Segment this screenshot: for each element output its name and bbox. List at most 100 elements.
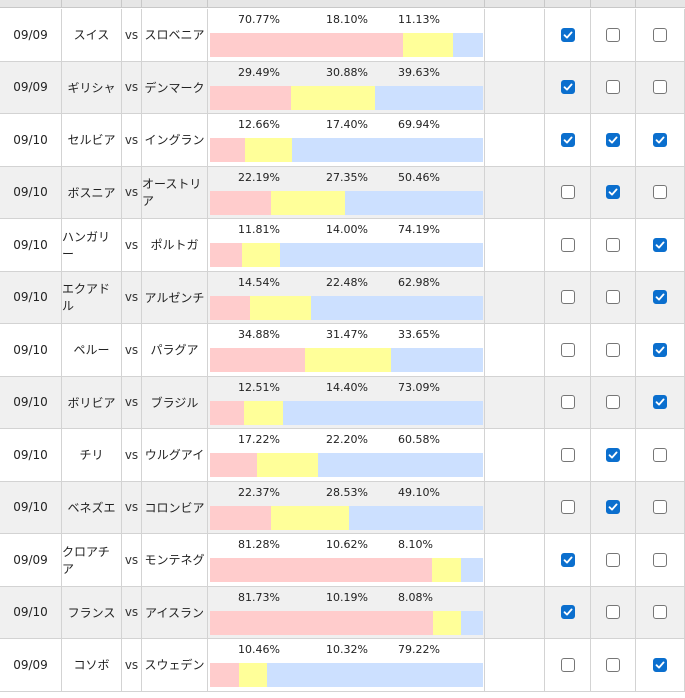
blank-cell [484,324,544,376]
home-win-checkbox[interactable] [560,132,575,147]
home-win-checkbox[interactable] [560,447,575,462]
draw-segment [403,33,453,57]
vote-percentages: 11.81% 14.00% 74.19% [208,223,484,237]
blank-cell [484,586,544,638]
pick-cell [590,376,635,428]
home-team: セルビア [61,114,121,166]
home-win-checkbox[interactable] [560,605,575,620]
draw-checkbox[interactable] [606,185,620,200]
away-win-checkbox[interactable] [653,237,667,252]
home-team: エクアドル [61,271,121,323]
away-win-percent: 74.19% [398,223,440,236]
home-win-checkbox[interactable] [560,500,575,515]
away-team: オーストリア [141,166,207,218]
vote-ratio-bar [210,190,483,215]
vote-percentages: 22.37% 28.53% 49.10% [208,486,484,500]
pick-cell [635,481,685,533]
home-win-segment [210,453,257,477]
draw-segment [238,663,267,687]
draw-checkbox[interactable] [606,447,620,462]
away-win-percent: 8.08% [398,590,433,604]
vote-ratio-cell: 22.19% 27.35% 50.46% [207,166,484,218]
vote-percentages: 70.77% 18.10% 11.13% [208,13,484,27]
away-win-segment [348,505,483,530]
draw-checkbox[interactable] [606,290,620,305]
home-win-checkbox[interactable] [560,80,575,95]
away-win-segment [374,85,483,110]
home-win-segment [210,85,291,110]
checkmark-icon [608,451,618,459]
draw-checkbox[interactable] [606,132,620,147]
draw-segment [305,348,392,372]
home-win-checkbox[interactable] [560,237,575,252]
checkmark-icon [608,503,618,511]
away-win-checkbox[interactable] [653,80,667,95]
vote-ratio-cell: 81.28% 10.62% 8.10% [207,534,484,586]
draw-percent: 10.19% [326,590,368,604]
checkmark-icon [563,556,572,564]
away-win-checkbox[interactable] [653,605,667,620]
vs-label: vs [121,429,141,481]
blank-cell [484,166,544,218]
draw-segment [270,190,346,215]
away-win-checkbox[interactable] [653,657,667,672]
away-win-checkbox[interactable] [653,290,667,305]
draw-checkbox[interactable] [606,395,620,410]
draw-checkbox[interactable] [606,27,620,42]
draw-checkbox[interactable] [606,500,620,515]
match-row: 09/10 フランス vs アイスラン 81.73% 10.19% 8.08% [0,586,685,639]
away-win-percent: 33.65% [398,328,440,341]
away-win-checkbox[interactable] [653,552,667,567]
draw-segment [271,505,349,530]
table-header-strip [0,0,685,8]
draw-percent: 17.40% [326,118,368,131]
match-date: 09/10 [13,500,48,515]
away-team: イングラン [141,114,207,166]
match-row: 09/10 ハンガリー vs ポルトガ 11.81% 14.00% 74.19% [0,219,685,272]
checkmark-icon [655,241,665,249]
away-win-checkbox[interactable] [653,342,667,357]
pick-cell [635,534,685,586]
draw-checkbox[interactable] [606,237,620,252]
home-win-checkbox[interactable] [560,552,575,567]
draw-checkbox[interactable] [606,80,620,95]
draw-checkbox[interactable] [606,657,620,672]
draw-checkbox[interactable] [606,605,620,620]
away-win-segment [460,610,483,635]
draw-checkbox[interactable] [606,342,620,357]
vote-ratio-cell: 12.51% 14.40% 73.09% [207,376,484,428]
draw-percent: 10.62% [326,538,368,551]
vote-ratio-cell: 11.81% 14.00% 74.19% [207,219,484,271]
home-win-segment [210,505,272,530]
away-win-checkbox[interactable] [653,27,667,42]
pick-cell [635,429,685,481]
pick-cell [590,271,635,323]
home-win-checkbox[interactable] [560,185,575,200]
away-win-checkbox[interactable] [653,395,667,410]
home-win-checkbox[interactable] [560,395,575,410]
vote-ratio-bar [210,558,483,582]
vote-percentages: 14.54% 22.48% 62.98% [208,276,484,290]
draw-checkbox[interactable] [606,552,620,567]
away-win-segment [460,558,483,582]
home-win-checkbox[interactable] [560,342,575,357]
away-win-segment [317,453,483,477]
home-win-checkbox[interactable] [560,290,575,305]
vs-label: vs [121,219,141,271]
checkmark-icon [655,136,665,144]
pick-cell [590,481,635,533]
home-team: コソボ [61,639,121,691]
away-win-percent: 50.46% [398,170,440,184]
header-column-divider [121,0,122,8]
home-win-checkbox[interactable] [560,27,575,42]
pick-cell [635,61,685,113]
away-win-checkbox[interactable] [653,500,667,515]
pick-cell [635,324,685,376]
away-win-checkbox[interactable] [653,132,667,147]
home-win-checkbox[interactable] [560,657,575,672]
away-win-checkbox[interactable] [653,447,667,462]
away-win-checkbox[interactable] [653,185,667,200]
away-win-percent: 60.58% [398,433,440,446]
pick-cell [590,586,635,638]
away-win-segment [283,400,483,425]
